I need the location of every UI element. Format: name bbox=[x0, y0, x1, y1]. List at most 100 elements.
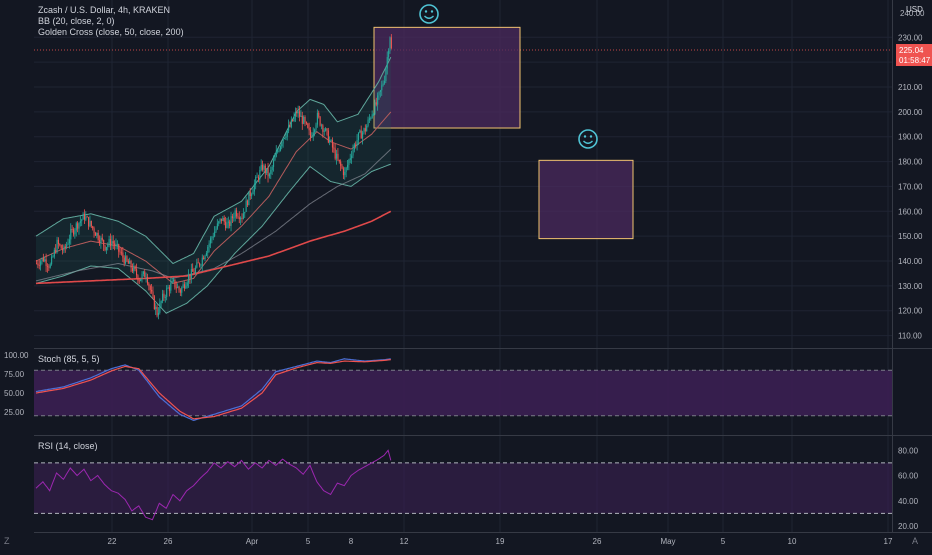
candle bbox=[340, 159, 342, 172]
stoch-label[interactable]: Stoch (85, 5, 5) bbox=[38, 354, 100, 364]
candle bbox=[57, 237, 60, 249]
candle bbox=[342, 166, 344, 180]
price-tick-label: 170.00 bbox=[898, 182, 923, 191]
candle bbox=[334, 143, 336, 161]
candle bbox=[55, 244, 57, 254]
price-tick-label: 140.00 bbox=[898, 257, 923, 266]
candle bbox=[281, 141, 283, 150]
candle bbox=[63, 244, 65, 254]
indicator-bb-label[interactable]: BB (20, close, 2, 0) bbox=[38, 16, 115, 26]
candle bbox=[60, 244, 62, 249]
candle bbox=[259, 166, 261, 184]
target-zone-upper[interactable] bbox=[373, 26, 521, 129]
candle bbox=[140, 278, 142, 282]
candle bbox=[197, 258, 199, 264]
candle bbox=[388, 48, 390, 61]
candle bbox=[364, 124, 366, 135]
candle bbox=[107, 242, 109, 251]
candle bbox=[101, 233, 103, 242]
candle bbox=[307, 122, 309, 129]
candle bbox=[351, 150, 353, 164]
candle bbox=[218, 220, 220, 227]
candle bbox=[368, 114, 371, 124]
candle bbox=[357, 132, 360, 146]
price-badge-countdown: 01:58:47 bbox=[899, 56, 931, 65]
candle bbox=[133, 262, 135, 274]
candle bbox=[90, 220, 92, 228]
candle bbox=[131, 263, 133, 274]
candle bbox=[227, 216, 229, 229]
candle bbox=[246, 199, 249, 207]
price-tick-label: 210.00 bbox=[898, 83, 923, 92]
candle bbox=[100, 235, 102, 249]
candle bbox=[181, 286, 183, 297]
candle bbox=[336, 149, 338, 165]
time-tick-label: 22 bbox=[108, 537, 117, 546]
candle bbox=[293, 112, 295, 123]
rsi-line bbox=[35, 449, 392, 521]
candle bbox=[212, 232, 214, 241]
candle bbox=[322, 123, 324, 138]
auto-scale-button[interactable]: A bbox=[912, 536, 918, 546]
candle bbox=[389, 36, 391, 54]
candle bbox=[120, 247, 123, 256]
price-tick-label: 120.00 bbox=[898, 307, 923, 316]
candle bbox=[45, 253, 47, 272]
candle bbox=[92, 225, 94, 231]
candle bbox=[234, 208, 236, 222]
candle bbox=[286, 130, 288, 141]
candle bbox=[248, 191, 250, 206]
rsi-axis[interactable]: 20.00 40.00 60.00 80.00 bbox=[898, 446, 919, 531]
candle bbox=[225, 216, 227, 231]
candle bbox=[263, 163, 265, 173]
candle bbox=[144, 269, 146, 278]
candle bbox=[338, 159, 340, 164]
candle bbox=[285, 133, 287, 140]
candle bbox=[77, 221, 79, 233]
indicator-golden-cross-label[interactable]: Golden Cross (close, 50, close, 200) bbox=[38, 27, 184, 37]
stoch-axis[interactable]: 25.00 50.00 75.00 100.00 bbox=[4, 351, 29, 417]
candle bbox=[118, 243, 120, 258]
candle bbox=[279, 145, 281, 152]
smiley-icon[interactable] bbox=[578, 129, 598, 149]
candle bbox=[329, 136, 331, 146]
candle bbox=[142, 270, 144, 277]
candle bbox=[163, 290, 165, 301]
candle bbox=[222, 216, 224, 222]
candle bbox=[231, 213, 234, 224]
candle bbox=[51, 253, 53, 266]
price-badge bbox=[896, 44, 932, 66]
candle bbox=[208, 240, 210, 253]
target-zone-lower[interactable] bbox=[538, 159, 634, 240]
timezone-button[interactable]: Z bbox=[4, 536, 10, 546]
candle bbox=[283, 137, 286, 140]
candle bbox=[316, 109, 318, 128]
candle bbox=[341, 163, 343, 170]
candle bbox=[320, 123, 323, 130]
candle bbox=[226, 217, 228, 229]
candle bbox=[379, 89, 381, 98]
candle bbox=[310, 126, 312, 142]
candle bbox=[96, 232, 98, 239]
candle bbox=[233, 212, 235, 222]
candle bbox=[252, 188, 254, 195]
candle bbox=[204, 254, 206, 262]
candle bbox=[211, 235, 213, 244]
candle bbox=[74, 228, 76, 239]
smiley-icon[interactable] bbox=[419, 4, 439, 24]
candle bbox=[303, 115, 305, 125]
candle bbox=[312, 127, 314, 141]
candle bbox=[160, 300, 162, 308]
candle bbox=[71, 225, 73, 233]
candle bbox=[189, 275, 191, 284]
candle bbox=[162, 289, 164, 304]
candle bbox=[175, 281, 177, 293]
candle bbox=[153, 295, 155, 310]
candle bbox=[186, 280, 188, 289]
candle bbox=[362, 130, 364, 145]
rsi-label[interactable]: RSI (14, close) bbox=[38, 441, 98, 451]
candle bbox=[156, 304, 158, 318]
candle bbox=[167, 284, 169, 289]
time-axis[interactable]: 22 26 Apr 5 8 12 19 26 May 5 10 17 bbox=[108, 537, 893, 546]
candle bbox=[270, 166, 272, 179]
